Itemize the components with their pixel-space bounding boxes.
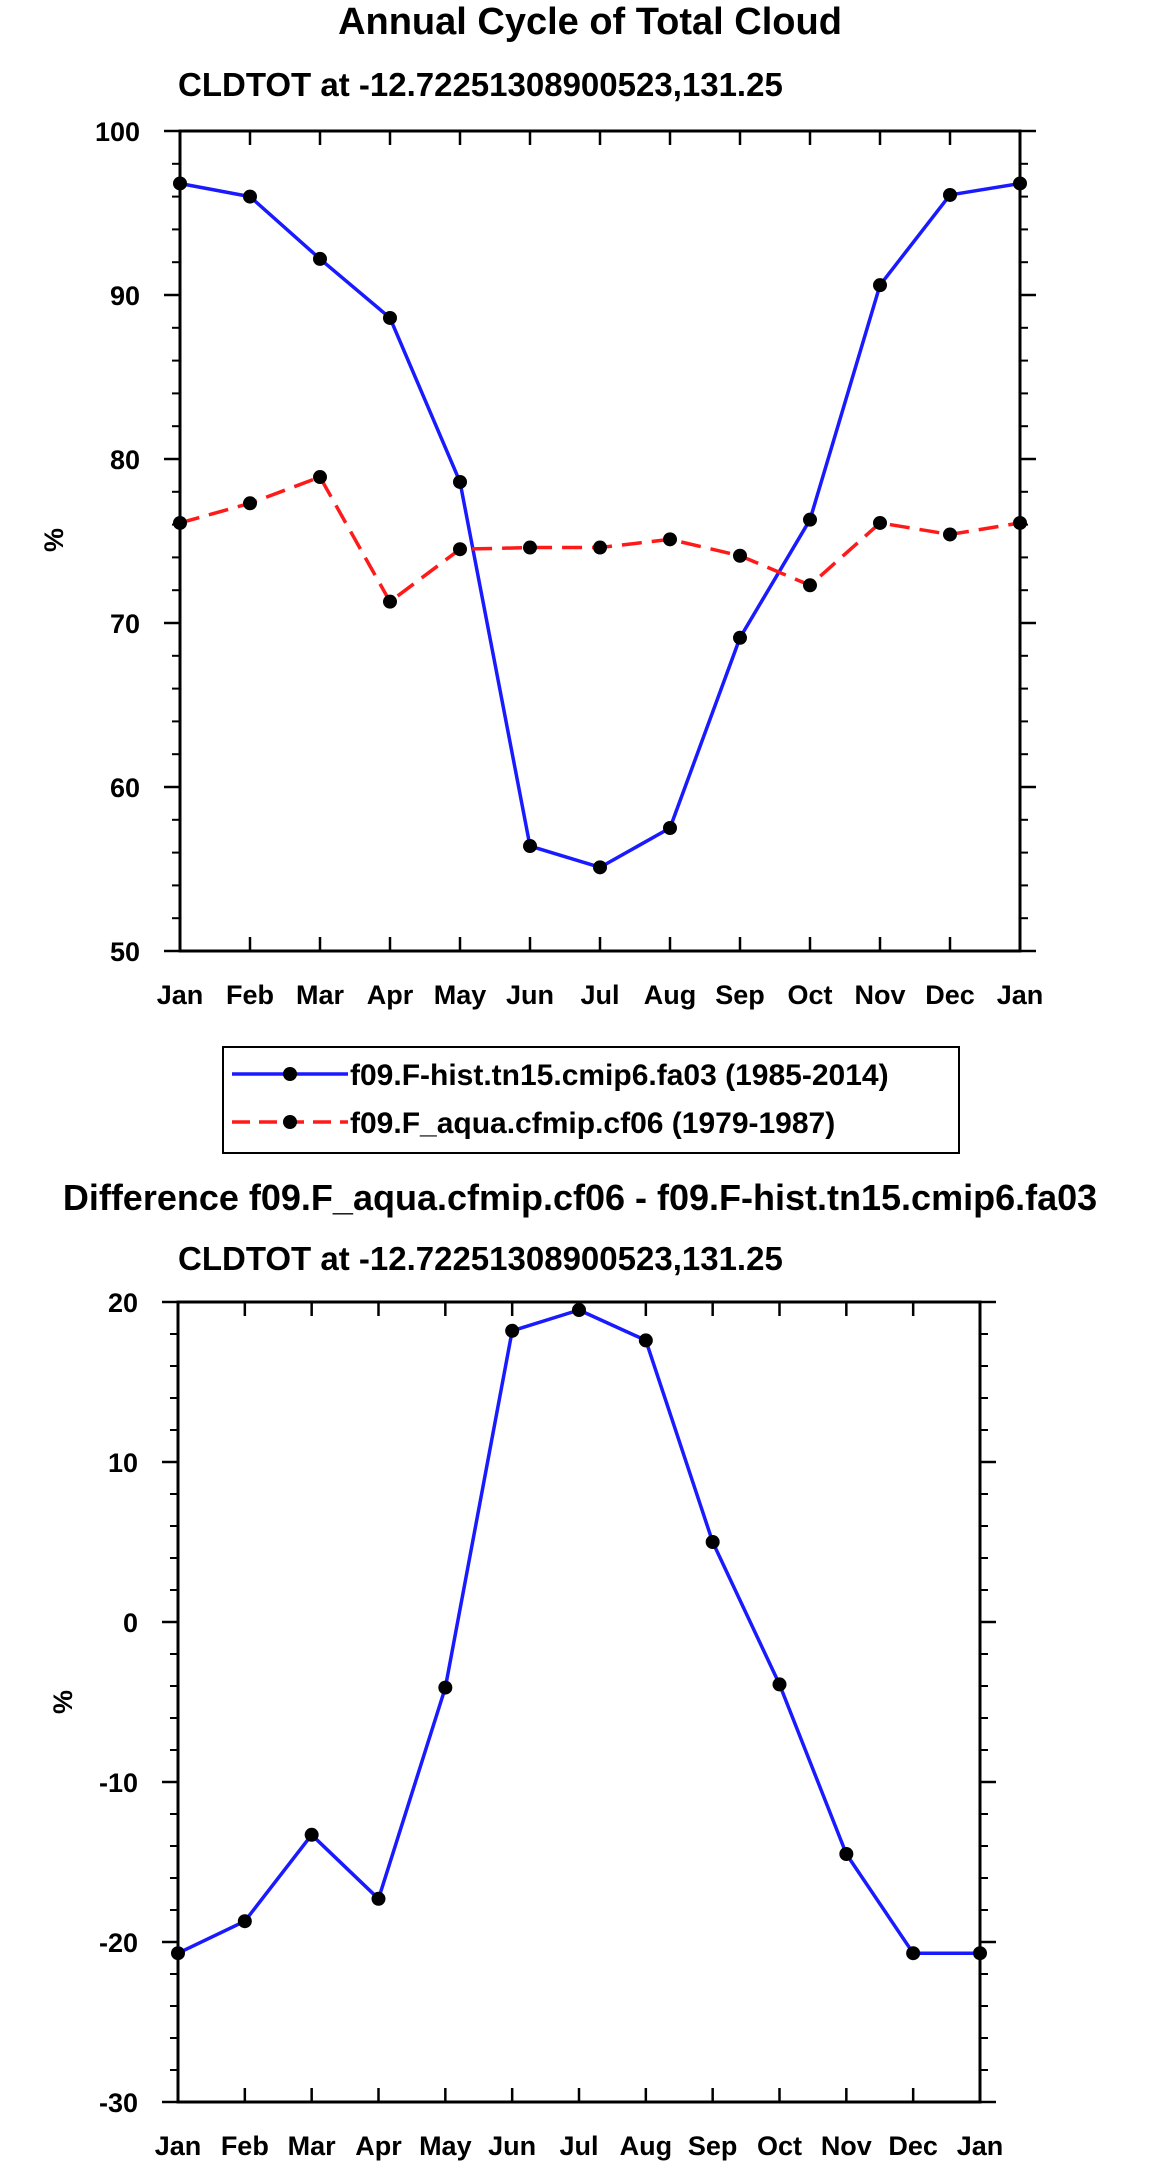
chart1-ytick-label: 70 [110, 609, 140, 639]
chart1-xtick-label: Sep [715, 980, 765, 1010]
chart2-series-1-point [906, 1946, 921, 1961]
chart2-series-1-point [371, 1891, 386, 1906]
chart2-series-1-point [705, 1535, 720, 1549]
chart1-series-2-line [179, 475, 1021, 604]
chart1-series-1-point [243, 189, 257, 204]
chart2-series-1-point [772, 1677, 787, 1692]
chart1-series-1-point [1013, 176, 1027, 191]
chart1-series-2-point [873, 515, 887, 530]
chart2-ylabel: % [48, 1690, 78, 1714]
chart1-series-2-point [313, 470, 327, 485]
legend-label-series-2: f09.F_aqua.cfmip.cf06 (1979-1987) [350, 1107, 835, 1140]
chart1-title: Annual Cycle of Total Cloud [338, 1, 842, 43]
chart2-ytick-label: 0 [123, 1608, 138, 1638]
chart2-xtick-label: May [419, 2131, 472, 2161]
chart1-xtick-label: Nov [854, 980, 905, 1010]
chart1-ytick-label: 100 [95, 117, 140, 147]
legend-box [222, 1046, 960, 1154]
chart2-xtick-label: Sep [688, 2131, 738, 2161]
chart1-ytick-label: 60 [110, 773, 140, 803]
chart1-xtick-label: Feb [226, 980, 274, 1010]
chart1-series-1-point [663, 821, 677, 835]
chart2-series-1-point [304, 1827, 319, 1842]
chart1-series-2-point [1013, 515, 1027, 530]
chart1-series-2-point [663, 532, 677, 547]
chart1-series-1-point [453, 474, 467, 489]
chart1-legend: f09.F-hist.tn15.cmip6.fa03 (1985-2014) f… [222, 1046, 960, 1154]
chart1-series-1-point [173, 176, 187, 191]
chart2-xtick-label: Dec [888, 2131, 938, 2161]
chart1-series-1-point [873, 278, 887, 293]
chart2-ytick-label: -10 [99, 1768, 138, 1798]
chart2-series-1-point [237, 1914, 252, 1929]
chart1-series-1-point [943, 187, 957, 202]
chart1-subtitle: CLDTOT at -12.72251308900523,131.25 [178, 66, 783, 103]
chart2-series-1-point [171, 1946, 185, 1961]
chart1-series-2-point [733, 548, 747, 563]
chart2-title: Difference f09.F_aqua.cfmip.cf06 - f09.F… [63, 1177, 1097, 1218]
chart2-xtick-label: Aug [620, 2131, 672, 2161]
chart2-xtick-label: Mar [288, 2131, 337, 2161]
chart1-series-1-point [803, 512, 817, 527]
legend-label-series-1: f09.F-hist.tn15.cmip6.fa03 (1985-2014) [350, 1059, 889, 1092]
chart1-xtick-label: Aug [644, 980, 696, 1010]
chart2-series-1-line [177, 1308, 980, 1955]
chart1-series-1-point [523, 839, 537, 854]
chart1-series-2-point [803, 578, 817, 593]
chart2-series-1-point [438, 1680, 453, 1695]
chart1-ytick-label: 80 [110, 445, 140, 475]
chart2-xtick-label: Oct [757, 2131, 802, 2161]
chart2-ytick-label: -20 [99, 1928, 138, 1958]
chart2-xtick-label: Jul [559, 2131, 598, 2161]
chart2-ytick-label: 10 [108, 1448, 138, 1478]
chart2-ytick-label: 20 [108, 1288, 138, 1318]
chart2-series-1-point [572, 1303, 586, 1317]
chart1-series-2-point [173, 515, 187, 530]
chart1-series-1-point [733, 630, 747, 645]
chart2-xtick-label: Apr [355, 2131, 402, 2161]
chart1-ylabel: % [39, 528, 69, 552]
chart2-xtick-label: Jan [155, 2131, 202, 2161]
chart2-ytick-label: -30 [99, 2088, 138, 2118]
chart1-series-1-point [313, 251, 327, 266]
chart2-xtick-label: Jun [488, 2131, 536, 2161]
chart1-xtick-label: Jan [997, 980, 1044, 1010]
chart2-series-1-point [638, 1333, 653, 1348]
legend-marker-series-2 [283, 1115, 297, 1129]
chart1-series-1-point [383, 310, 397, 325]
chart2-xtick-label: Jan [957, 2131, 1004, 2161]
legend-marker-series-1 [283, 1067, 297, 1081]
chart2-series-1-point [973, 1946, 987, 1961]
chart1-series-2-point [943, 527, 957, 542]
chart1-xtick-label: Jul [580, 980, 619, 1010]
chart1-xtick-label: Oct [787, 980, 832, 1010]
chart1-xtick-label: Jun [506, 980, 554, 1010]
chart2-xtick-label: Nov [821, 2131, 872, 2161]
chart1-series-2-point [383, 594, 397, 609]
chart1-xtick-label: Dec [925, 980, 975, 1010]
chart1-xtick-label: Apr [367, 980, 414, 1010]
chart2-xtick-label: Feb [221, 2131, 269, 2161]
chart2-frame [176, 1300, 982, 2104]
chart1-series-2-point [593, 540, 607, 555]
chart1-xtick-label: May [434, 980, 487, 1010]
chart1-series-1-point [593, 860, 607, 875]
chart1-xtick-label: Jan [157, 980, 204, 1010]
chart1-series-2-point [523, 540, 537, 555]
chart1-series-2-point [453, 542, 467, 557]
chart1-xtick-label: Mar [296, 980, 345, 1010]
chart2-plot-area: Jan Feb Mar Apr May Jun Jul Aug Sep Oct Nov Dec Jan-… [99, 1288, 1003, 2161]
chart1-plot-area: Jan Feb Mar Apr May Jun Jul Aug Sep Oct Nov Dec Jan 5… [95, 117, 1043, 1010]
chart1-series-2-point [243, 496, 257, 511]
chart2-series-1-point [505, 1323, 520, 1338]
chart2-subtitle: CLDTOT at -12.72251308900523,131.25 [178, 1240, 783, 1277]
chart1-ytick-label: 90 [110, 281, 140, 311]
chart2-series-1-point [839, 1847, 854, 1861]
chart1-ytick-label: 50 [110, 937, 140, 967]
